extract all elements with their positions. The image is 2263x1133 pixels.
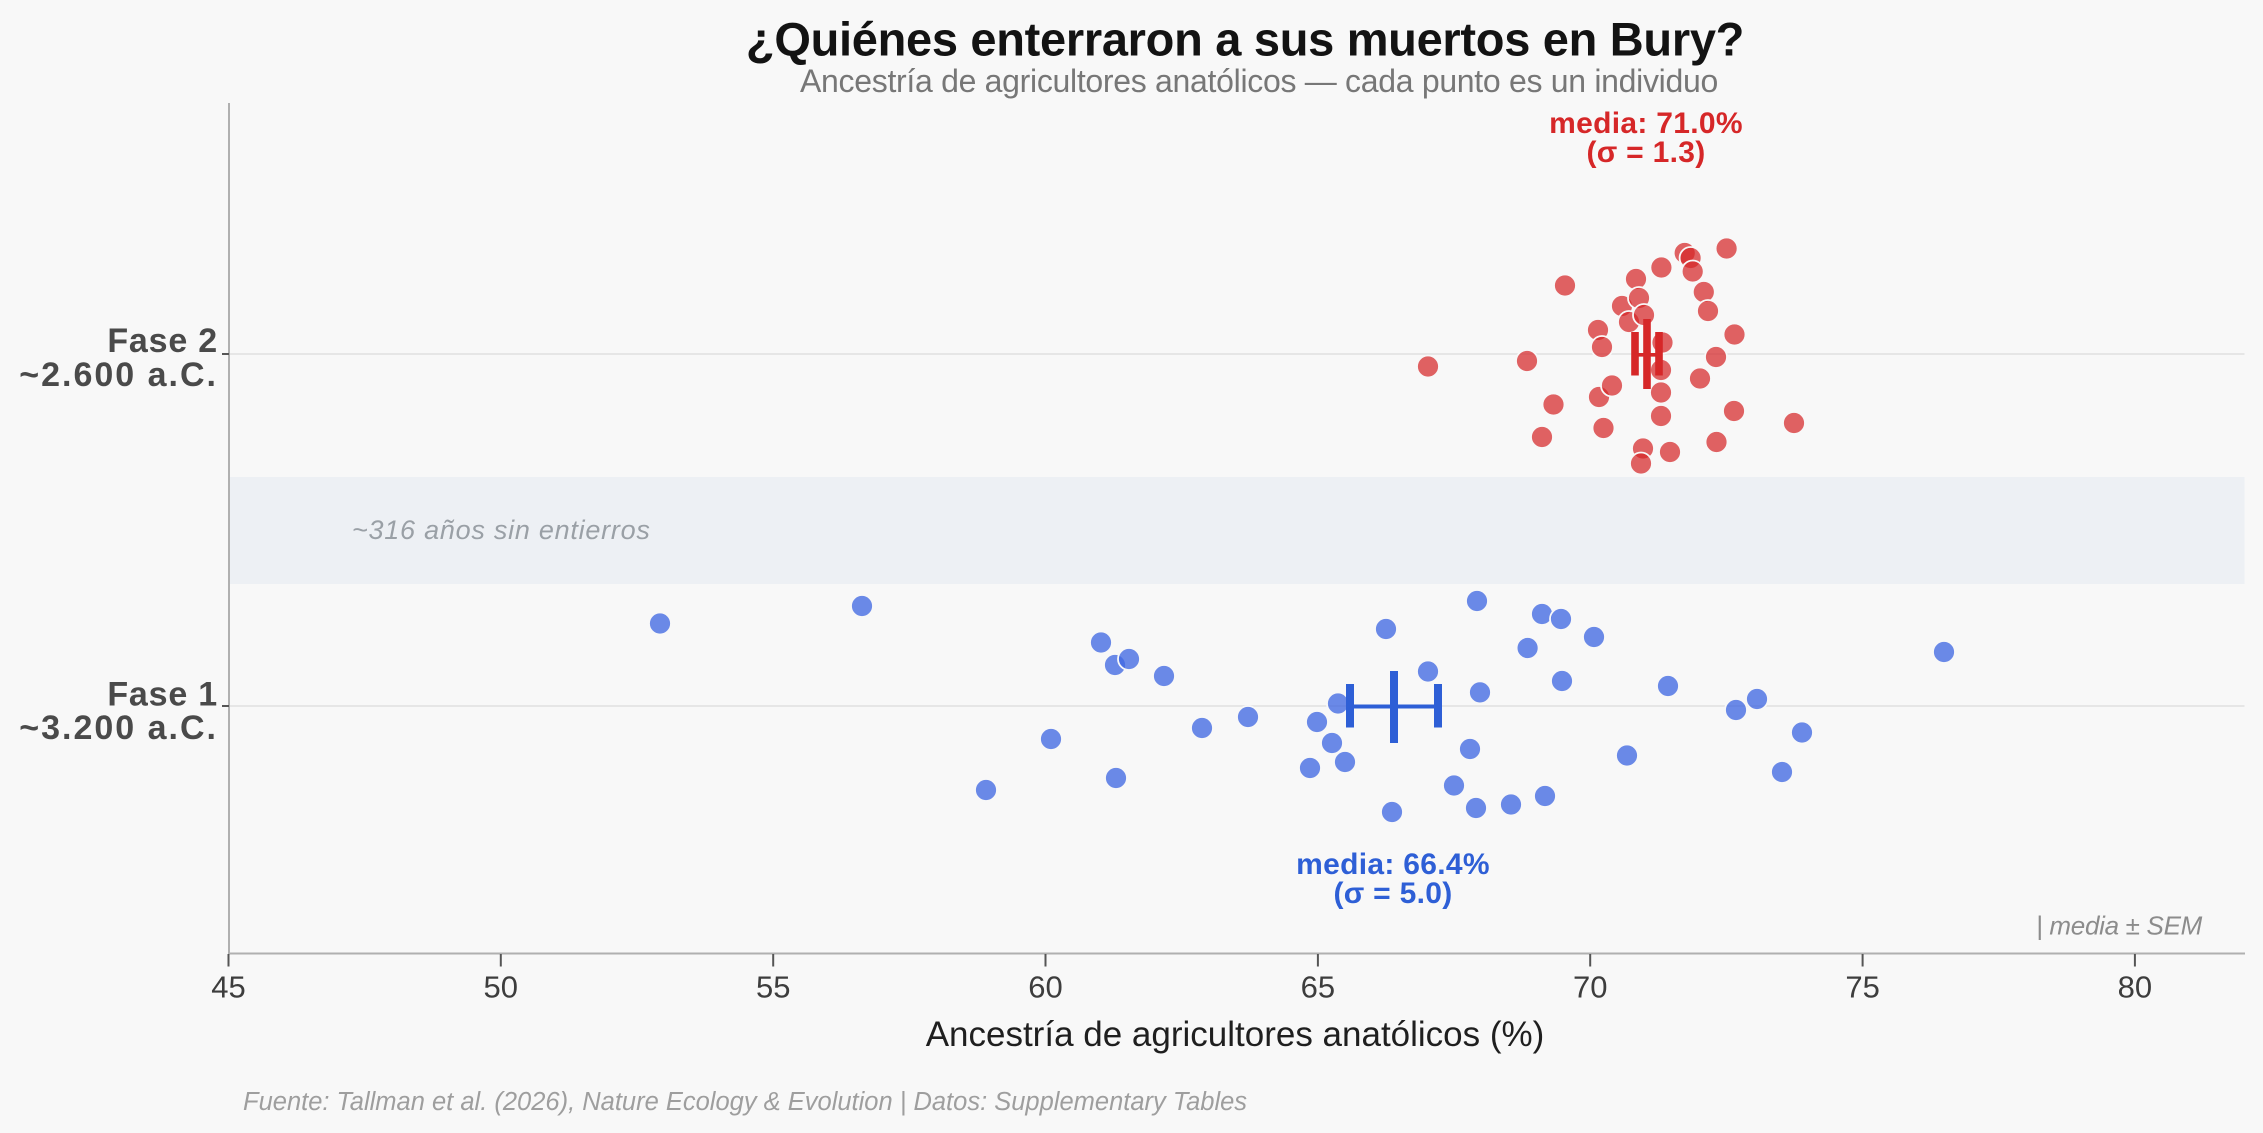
- svg-text:Ancestría de agricultores anat: Ancestría de agricultores anatólicos (%): [926, 1015, 1545, 1054]
- svg-text:~316 años sin entierros: ~316 años sin entierros: [352, 515, 651, 545]
- svg-text:80: 80: [2118, 970, 2152, 1005]
- svg-text:75: 75: [1845, 970, 1879, 1005]
- svg-text:50: 50: [484, 970, 518, 1005]
- svg-text:media: 71.0%: media: 71.0%: [1549, 107, 1743, 140]
- svg-text:media: 66.4%: media: 66.4%: [1296, 848, 1490, 881]
- svg-text:60: 60: [1028, 970, 1062, 1005]
- svg-text:~2.600 a.C.: ~2.600 a.C.: [19, 356, 218, 394]
- svg-text:(σ = 5.0): (σ = 5.0): [1333, 877, 1452, 910]
- svg-text:Fase 2: Fase 2: [107, 322, 218, 360]
- svg-text:Ancestría de agricultores anat: Ancestría de agricultores anatólicos — c…: [800, 63, 1718, 99]
- svg-text:(σ = 1.3): (σ = 1.3): [1586, 136, 1705, 169]
- svg-text:Fase 1: Fase 1: [107, 676, 218, 714]
- svg-text:~3.200 a.C.: ~3.200 a.C.: [19, 709, 218, 747]
- svg-text:| media ± SEM: | media ± SEM: [2036, 911, 2203, 941]
- svg-text:45: 45: [211, 970, 245, 1005]
- svg-text:70: 70: [1573, 970, 1607, 1005]
- svg-text:Fuente: Tallman et al. (2026),: Fuente: Tallman et al. (2026), Nature Ec…: [243, 1088, 1247, 1116]
- svg-text:55: 55: [756, 970, 790, 1005]
- svg-text:65: 65: [1301, 970, 1335, 1005]
- svg-text:¿Quiénes enterraron a sus muer: ¿Quiénes enterraron a sus muertos en Bur…: [746, 13, 1744, 66]
